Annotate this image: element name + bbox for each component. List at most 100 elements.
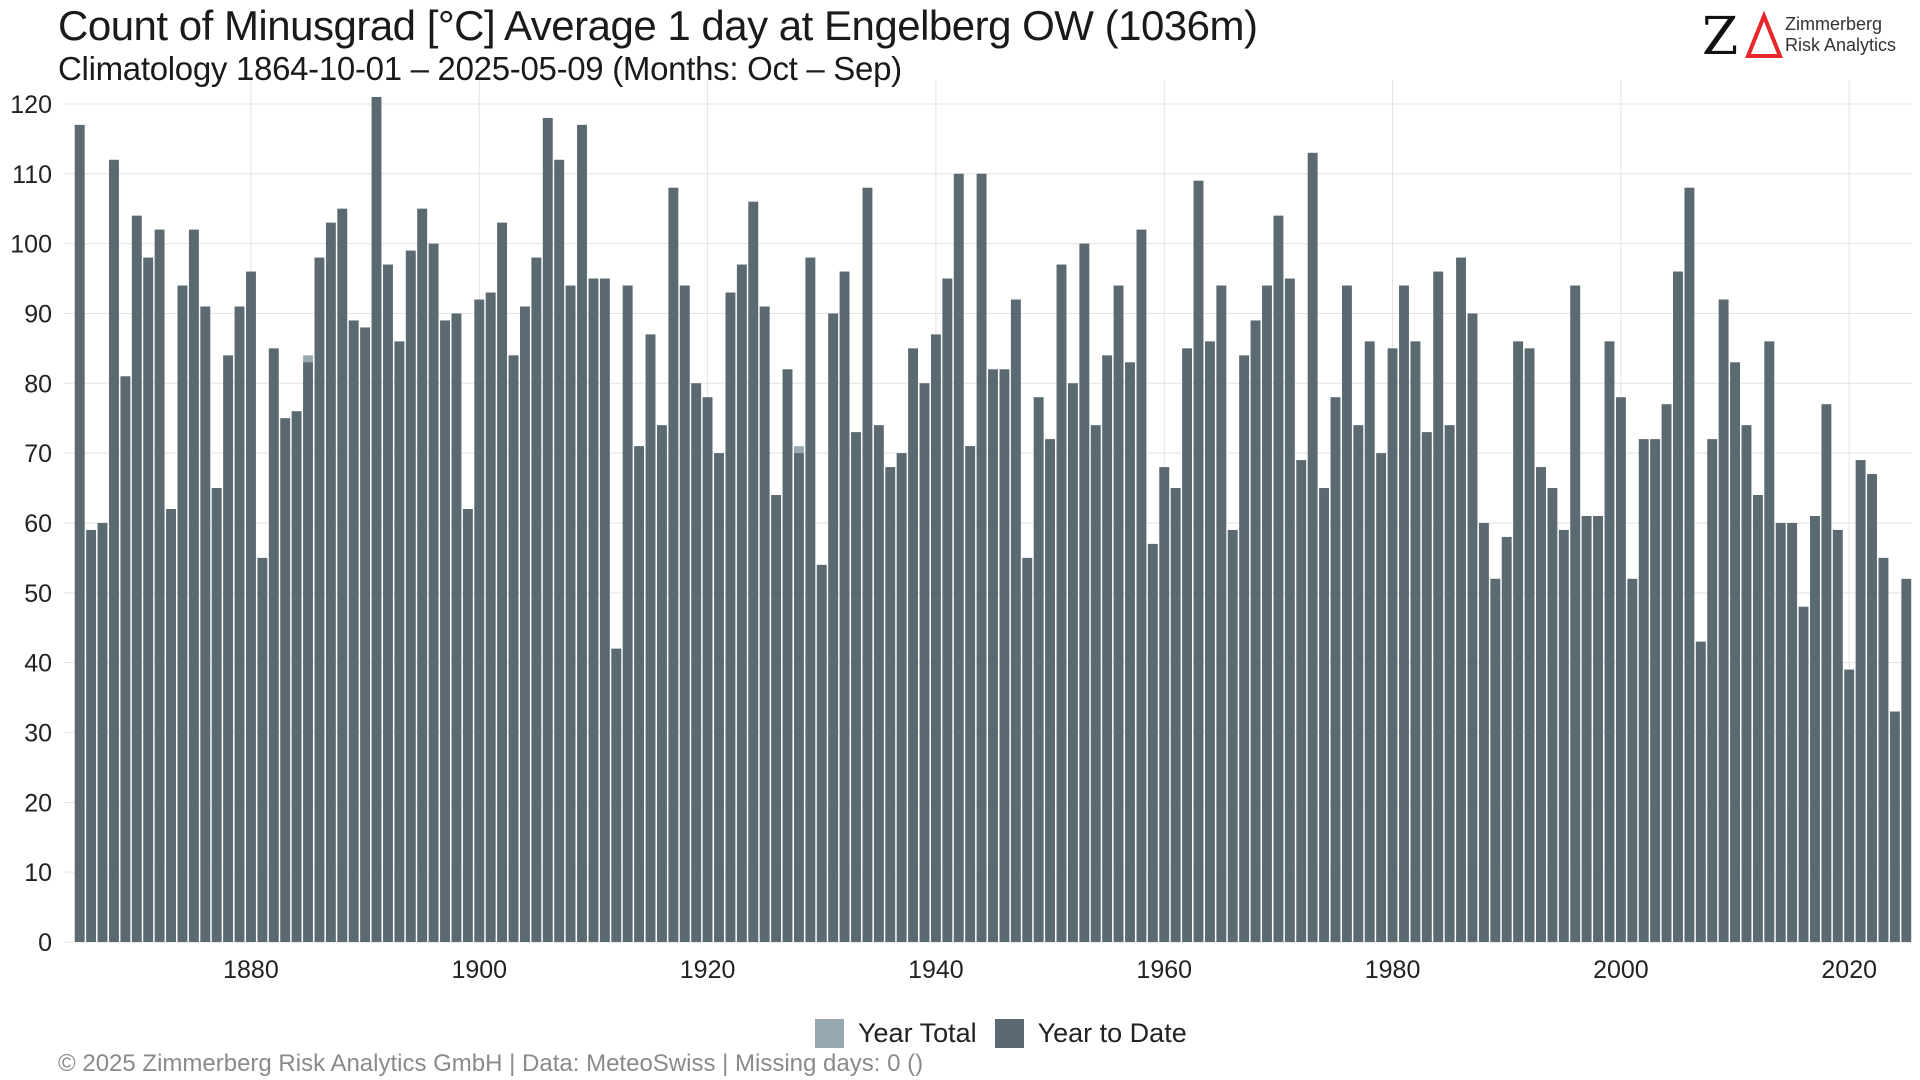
bar-year-to-date (1147, 543, 1158, 942)
x-tick-label: 1940 (908, 956, 964, 984)
bar-year-to-date (314, 257, 325, 942)
bar-year-to-date (1832, 529, 1843, 942)
bar-year-to-date (759, 306, 770, 942)
bar-year-to-date (577, 124, 587, 942)
y-tick-label: 70 (24, 440, 52, 468)
bar-year-to-date (1798, 606, 1809, 942)
bar-year-to-date (1410, 341, 1421, 942)
bar-year-to-date (188, 229, 199, 943)
bar-year-to-date (679, 285, 690, 942)
bar-year-to-date (348, 320, 359, 943)
bar-year-to-date (657, 425, 667, 942)
x-tick-label: 1960 (1136, 956, 1192, 984)
bar-year-to-date (931, 334, 941, 942)
bar-year-to-date (873, 425, 884, 942)
bar-year-to-date (474, 299, 485, 943)
y-tick-labels: 0 10 20 30 40 50 60 70 80 90 100 110 120 (10, 91, 52, 957)
bar-year-to-date (908, 348, 918, 942)
bar-year-to-date (1661, 404, 1672, 942)
bar-year-to-date (291, 411, 302, 942)
bar-year-to-date (1136, 229, 1147, 943)
bar-year-to-date (1433, 271, 1444, 943)
bar-year-to-date (542, 117, 553, 942)
bar-year-to-date (1022, 557, 1033, 942)
legend-item-year-total: Year Total (815, 1018, 977, 1049)
bar-year-to-date (976, 173, 987, 942)
bar-year-to-date (851, 432, 861, 942)
bar-year-to-date (965, 446, 976, 942)
legend-label-year-to-date: Year to Date (1037, 1017, 1187, 1048)
logo-line-1: Zimmerberg (1785, 14, 1883, 34)
bar-year-to-date (1227, 529, 1238, 942)
bar-year-to-date (885, 467, 896, 942)
bar-year-to-date (1673, 271, 1683, 943)
bar-year-to-date (1296, 460, 1307, 942)
bar-year-to-date (405, 250, 416, 943)
bar-year-to-date (451, 313, 462, 942)
y-tick-label: 120 (10, 91, 52, 119)
bar-year-to-date (531, 257, 542, 942)
bar-year-to-date (1090, 425, 1101, 942)
bar-year-to-date (1627, 578, 1638, 942)
y-tick-label: 110 (12, 161, 52, 189)
bar-year-to-date (268, 348, 279, 942)
bar-year-to-date (1421, 432, 1432, 942)
bar-year-to-date (1615, 397, 1626, 942)
bar-year-to-date (999, 369, 1010, 943)
bar-year-to-date (360, 327, 371, 942)
bar-year-to-date (1536, 467, 1546, 942)
bar-year-to-date (1810, 516, 1820, 942)
bar-year-to-date (1182, 348, 1192, 942)
bar-year-to-date (154, 229, 165, 943)
bar-year-to-date (1593, 516, 1603, 942)
x-tick-label: 2020 (1821, 956, 1877, 984)
y-tick-label: 10 (24, 859, 52, 887)
bar-year-to-date (668, 187, 679, 942)
bar-year-to-date (1010, 299, 1021, 943)
bar-year-to-date (1684, 187, 1695, 942)
bar-year-to-date (611, 648, 622, 942)
y-tick-label: 0 (38, 929, 52, 957)
y-tick-label: 20 (24, 789, 52, 817)
bar-year-to-date (919, 383, 930, 942)
bar-year-to-date (177, 285, 188, 942)
bar-year-to-date (246, 271, 256, 943)
y-tick-label: 40 (24, 650, 52, 678)
bar-year-to-date (200, 306, 211, 942)
bar-year-to-date (143, 257, 154, 942)
bar-year-to-date (1079, 243, 1090, 942)
x-tick-label: 1980 (1365, 956, 1421, 984)
bar-year-to-date (622, 285, 633, 942)
bar-year-to-date (1250, 320, 1261, 943)
bar-year-to-date (953, 173, 964, 942)
bar-year-to-date (1353, 425, 1364, 942)
bar-year-to-date (1376, 453, 1387, 942)
bar-year-to-date (1901, 578, 1912, 942)
bar-year-to-date (1239, 355, 1250, 942)
logo-line-2: Risk Analytics (1785, 35, 1897, 55)
bar-year-to-date (1444, 425, 1455, 942)
x-tick-label: 1880 (223, 956, 279, 984)
bar-year-to-date (1478, 522, 1489, 942)
chart-title: Count of Minusgrad [°C] Average 1 day at… (58, 2, 1258, 49)
bar-year-to-date (1045, 439, 1055, 942)
legend: Year Total Year to Date (815, 1015, 1205, 1051)
bar-year-to-date (1730, 362, 1740, 942)
bar-year-to-date (1570, 285, 1581, 942)
bar-year-to-date (1262, 285, 1272, 942)
bar-year-to-date (131, 215, 142, 942)
company-logo: Z (1702, 7, 1783, 62)
bar-year-to-date (1764, 341, 1775, 942)
bar-year-to-date (485, 292, 496, 942)
y-tick-label: 100 (10, 231, 52, 259)
bar-year-to-date (1387, 348, 1398, 942)
bar-year-to-date (371, 96, 382, 943)
bar-year-to-date (1787, 522, 1798, 942)
bar-year-to-date (1284, 278, 1295, 942)
bar-year-to-date (1341, 285, 1352, 942)
bar-year-to-date (1273, 215, 1284, 942)
bar-year-to-date (1193, 180, 1204, 943)
bar-year-to-date (1033, 397, 1044, 942)
bar-year-to-date (462, 509, 473, 942)
y-tick-label: 50 (24, 580, 52, 608)
